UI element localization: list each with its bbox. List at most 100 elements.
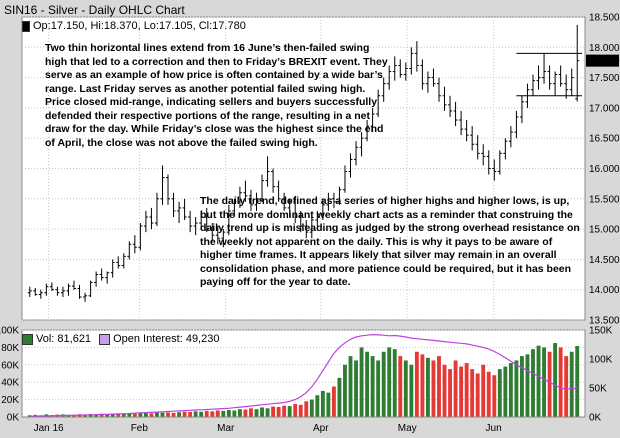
volume-bar — [359, 347, 364, 417]
volume-bar — [309, 399, 314, 417]
volume-right-tick: 0K — [589, 413, 602, 424]
volume-bar — [304, 401, 309, 417]
price-tick-label: 13.500 — [589, 316, 620, 327]
ohlc-bar — [116, 256, 121, 269]
volume-bar — [271, 406, 276, 417]
ohlc-bar — [553, 71, 558, 96]
price-tick-label: 14.500 — [589, 255, 620, 266]
volume-bar — [249, 408, 253, 417]
ohlc-bar — [569, 68, 574, 96]
volume-bar — [226, 410, 231, 417]
ohlc-bar — [260, 174, 265, 202]
ohlc-bar — [160, 165, 165, 205]
volume-bar — [232, 410, 237, 417]
x-tick-label: Apr — [313, 423, 329, 434]
volume-bar — [132, 413, 137, 417]
volume-bar — [575, 345, 580, 417]
volume-bar — [536, 345, 541, 417]
volume-bar — [420, 354, 425, 417]
ohlc-bar — [348, 153, 353, 178]
ohlc-bar — [276, 180, 281, 202]
ohlc-bar — [38, 289, 43, 299]
ohlc-bar — [215, 226, 220, 245]
price-panel: 13.500 14.000 14.500 15.000 15.500 16.000 16.5… — [21, 13, 620, 327]
oi-legend-swatch — [99, 333, 111, 345]
ohlc-bar — [392, 56, 397, 81]
vol-legend-text: Vol: 81,621 — [36, 333, 92, 345]
x-tick-label: Mar — [217, 423, 235, 434]
volume-bar — [508, 363, 513, 417]
volume-left-tick: 80K — [1, 343, 19, 354]
volume-bar — [127, 413, 132, 417]
volume-bar — [27, 415, 32, 417]
ohlc-bar — [320, 198, 325, 221]
volume-bar — [171, 412, 176, 417]
ohlc-bar — [110, 259, 115, 278]
ohlc-bar — [497, 150, 502, 175]
volume-bar — [149, 413, 154, 417]
volume-bar — [542, 347, 546, 417]
volume-bar — [348, 356, 353, 417]
ohlc-bar — [558, 65, 563, 87]
ohlc-bar — [210, 223, 215, 242]
ohlc-bar — [448, 95, 453, 117]
volume-bar — [282, 405, 287, 417]
ohlc-bar — [138, 223, 143, 251]
volume-bar — [221, 410, 226, 417]
volume-bar — [254, 409, 259, 417]
ohlc-bar — [425, 71, 430, 93]
ohlc-bar — [431, 68, 436, 87]
annotation-swing-high: Two thin horizontal lines extend from 16… — [45, 42, 388, 149]
volume-bar — [293, 403, 298, 417]
volume-bar — [105, 414, 110, 417]
volume-bar — [260, 407, 264, 417]
volume-legend: Vol: 81,621 Open Interest: 49,230 — [22, 332, 582, 346]
volume-right-tick: 100K — [589, 355, 613, 366]
volume-bar — [553, 343, 558, 417]
volume-bar — [177, 412, 182, 417]
ohlc-bar — [265, 156, 270, 187]
ohlc-bar — [514, 110, 519, 139]
ohlc-bar — [354, 141, 359, 166]
volume-bar — [492, 375, 497, 417]
ohlc-bar — [304, 220, 309, 239]
ohlc-bar — [60, 286, 65, 297]
ohlc-bar — [88, 280, 93, 297]
price-tick-label: 18.000 — [589, 43, 620, 54]
volume-bar — [442, 364, 447, 417]
ohlc-bar — [72, 280, 77, 290]
ohlc-bar — [105, 271, 110, 284]
volume-bar — [519, 356, 524, 417]
volume-left-tick: 60K — [1, 360, 19, 371]
ohlc-bar — [143, 210, 148, 233]
volume-bar — [94, 414, 99, 417]
volume-bar — [486, 371, 491, 417]
x-tick-label: Feb — [131, 423, 149, 434]
ohlc-bar — [94, 271, 99, 287]
price-tick-label: 16.500 — [589, 134, 620, 145]
ohlc-bar — [271, 168, 276, 193]
ohlc-bar — [154, 192, 159, 227]
ohlc-bar — [414, 41, 419, 72]
volume-bar — [365, 351, 370, 417]
ohlc-bar — [403, 62, 408, 81]
ohlc-bar — [33, 287, 38, 296]
oi-legend-text: Open Interest: 49,230 — [113, 333, 220, 345]
volume-bar — [243, 409, 248, 417]
ohlc-bar — [381, 77, 386, 102]
volume-bar — [409, 364, 414, 417]
ohlc-bar — [547, 65, 552, 90]
ohlc-bar — [127, 241, 132, 260]
ohlc-bar — [55, 286, 60, 296]
ohlc-bar — [519, 95, 524, 124]
ohlc-bar — [171, 192, 176, 217]
volume-left-tick: 0K — [7, 413, 20, 424]
x-axis: Jan 16 Feb Mar Apr May Jun — [22, 416, 585, 434]
ohlc-bar — [442, 86, 447, 111]
ohlc-bar — [199, 210, 204, 230]
last-price-box — [586, 54, 619, 67]
volume-bar — [414, 351, 419, 417]
volume-bar — [514, 360, 519, 417]
volume-bar — [531, 349, 535, 417]
volume-bar — [276, 406, 281, 417]
